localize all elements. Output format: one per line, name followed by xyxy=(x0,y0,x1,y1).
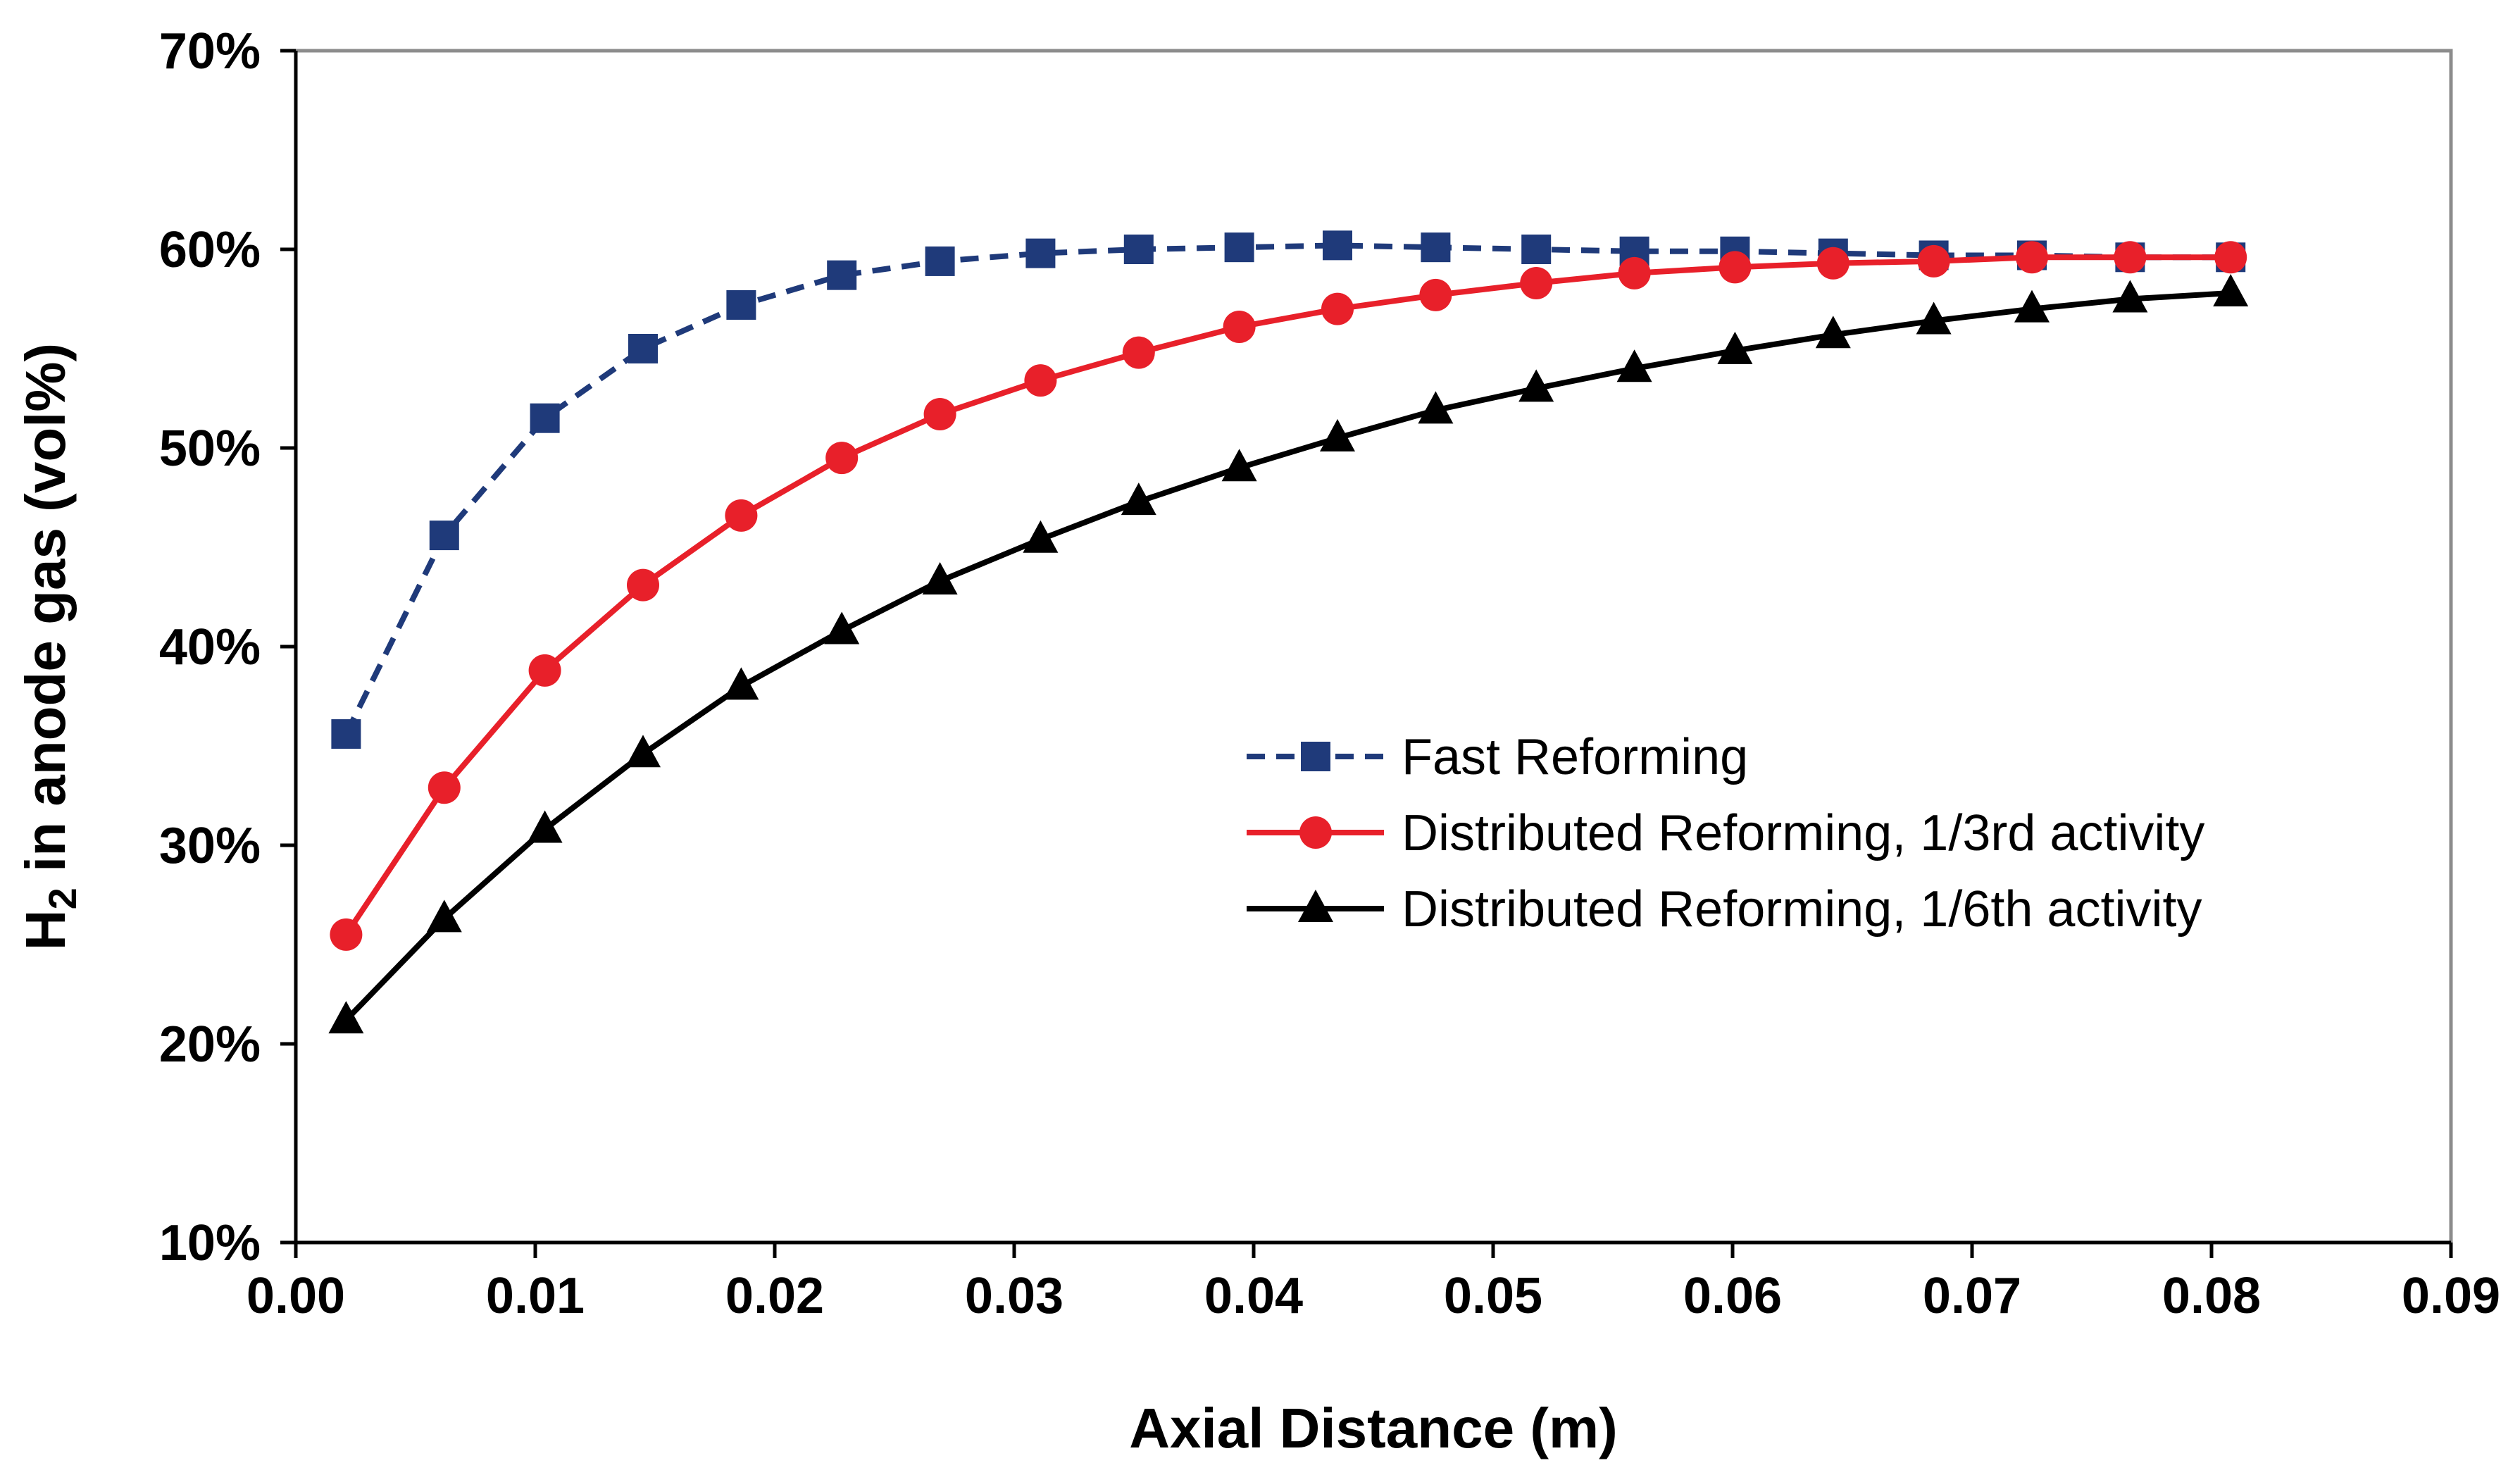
x-tick-label-0-01: 0.01 xyxy=(486,1268,585,1324)
x-ticks: 0.00 0.01 0.02 0.03 0.04 0.05 0.06 0.07 0.08 0.09 xyxy=(247,1243,2500,1324)
y-tick-label-50: 50% xyxy=(159,421,261,477)
x-tick-label-0-04: 0.04 xyxy=(1204,1268,1303,1324)
data-point-triangle xyxy=(625,735,661,768)
data-point-square xyxy=(1025,238,1056,268)
x-tick-label-0-00: 0.00 xyxy=(247,1268,345,1324)
legend-label-distributed-1-3rd: Distributed Reforming, 1/3rd activity xyxy=(1402,805,2204,861)
data-point-circle xyxy=(2114,241,2147,274)
data-point-triangle xyxy=(1221,449,1257,482)
data-point-square xyxy=(530,403,560,433)
data-point-circle xyxy=(1419,278,1452,311)
data-point-square xyxy=(1123,235,1154,264)
series-line-distributed-reforming-1-6th-activity xyxy=(344,290,2231,1022)
data-point-triangle xyxy=(2112,280,2148,313)
x-tick-label-0-03: 0.03 xyxy=(965,1268,1063,1324)
series-distributed-reforming-1-3rd-activity xyxy=(330,241,2247,951)
data-point-triangle xyxy=(1121,482,1156,516)
data-point-square xyxy=(1323,230,1352,261)
series-distributed-reforming-1-6th-activity xyxy=(328,274,2249,1034)
data-point-triangle xyxy=(1023,520,1059,553)
legend-label-distributed-1-6th: Distributed Reforming, 1/6th activity xyxy=(1402,881,2202,938)
data-point-triangle xyxy=(1815,316,1851,349)
legend-marker-triangle xyxy=(1298,890,1333,922)
data-point-square xyxy=(1421,232,1451,263)
y-axis-title-rest: in anode gas (vol%) xyxy=(14,343,77,888)
data-point-triangle xyxy=(527,810,563,843)
y-tick-label-40: 40% xyxy=(159,619,261,675)
series-line-distributed-reforming-1-3rd-activity xyxy=(344,254,2231,937)
data-point-triangle xyxy=(1320,418,1355,452)
data-point-circle xyxy=(1618,256,1651,289)
x-axis-title: Axial Distance (m) xyxy=(1129,1397,1618,1459)
y-ticks: 10% 20% 30% 40% 50% 60% 70% xyxy=(159,23,296,1271)
x-tick-label-0-05: 0.05 xyxy=(1444,1268,1542,1324)
y-tick-label-70: 70% xyxy=(159,23,261,80)
data-point-circle xyxy=(1719,251,1752,284)
x-tick-label-0-06: 0.06 xyxy=(1683,1268,1782,1324)
legend-marker-shape-triangle xyxy=(1298,890,1333,922)
data-point-circle xyxy=(1520,266,1553,299)
data-point-triangle xyxy=(1518,369,1554,402)
legend-marker-shape-circle xyxy=(1299,816,1332,849)
y-axis-title-subscript: 2 xyxy=(40,888,85,909)
data-point-square xyxy=(331,719,361,749)
legend-label-fast-reforming: Fast Reforming xyxy=(1402,729,1748,785)
data-point-circle xyxy=(825,442,859,475)
data-point-circle xyxy=(330,918,363,951)
data-point-triangle xyxy=(1616,349,1652,382)
legend-entry-distributed-1-3rd: Distributed Reforming, 1/3rd activity xyxy=(1247,805,2204,861)
data-point-triangle xyxy=(723,667,759,700)
x-tick-label-0-08: 0.08 xyxy=(2162,1268,2261,1324)
data-point-triangle xyxy=(426,899,462,933)
data-point-triangle xyxy=(2213,274,2249,307)
data-point-circle xyxy=(1917,244,1950,278)
data-point-square xyxy=(726,289,756,320)
x-tick-label-0-09: 0.09 xyxy=(2402,1268,2500,1324)
y-tick-label-60: 60% xyxy=(159,222,261,278)
data-point-circle xyxy=(2214,241,2247,274)
data-point-triangle xyxy=(1418,391,1454,424)
data-point-triangle xyxy=(328,1001,364,1034)
data-point-square xyxy=(1224,232,1254,263)
y-axis-title: H2 in anode gas (vol%) xyxy=(14,343,85,950)
data-point-circle xyxy=(2016,241,2048,274)
data-point-circle xyxy=(1223,310,1256,343)
data-point-circle xyxy=(428,771,461,804)
data-point-circle xyxy=(1321,292,1354,325)
data-point-triangle xyxy=(2014,289,2050,323)
data-point-triangle xyxy=(1717,331,1753,364)
data-point-circle xyxy=(1122,336,1155,369)
plot-area xyxy=(294,49,2453,1245)
legend-marker-circle xyxy=(1299,816,1332,849)
data-point-square xyxy=(1521,235,1552,264)
series-layer xyxy=(328,230,2249,1034)
data-point-circle xyxy=(1024,364,1057,397)
data-point-triangle xyxy=(1916,301,1952,335)
y-tick-label-20: 20% xyxy=(159,1016,261,1073)
data-point-square xyxy=(827,260,857,290)
x-tick-label-0-02: 0.02 xyxy=(725,1268,824,1324)
data-point-circle xyxy=(528,654,561,687)
data-point-circle xyxy=(725,499,758,532)
data-point-circle xyxy=(627,568,659,602)
x-tick-label-0-07: 0.07 xyxy=(1923,1268,2021,1324)
legend-entry-distributed-1-6th: Distributed Reforming, 1/6th activity xyxy=(1247,881,2202,938)
data-point-square xyxy=(628,334,658,363)
legend-marker-square xyxy=(1301,742,1330,771)
legend-entry-fast-reforming: Fast Reforming xyxy=(1247,729,1748,785)
data-point-square xyxy=(925,246,955,276)
series-line-fast-reforming xyxy=(343,242,2231,735)
y-axis-title-prefix: H xyxy=(14,909,77,950)
legend-marker-shape-square xyxy=(1301,742,1330,771)
y-tick-label-10: 10% xyxy=(159,1215,261,1271)
data-point-triangle xyxy=(922,561,958,594)
y-tick-label-30: 30% xyxy=(159,818,261,874)
data-point-circle xyxy=(923,398,956,431)
data-point-circle xyxy=(1816,247,1850,280)
data-point-square xyxy=(429,521,459,551)
data-point-triangle xyxy=(824,611,860,645)
legend: Fast Reforming Distributed Reforming, 1/… xyxy=(1247,729,2204,938)
